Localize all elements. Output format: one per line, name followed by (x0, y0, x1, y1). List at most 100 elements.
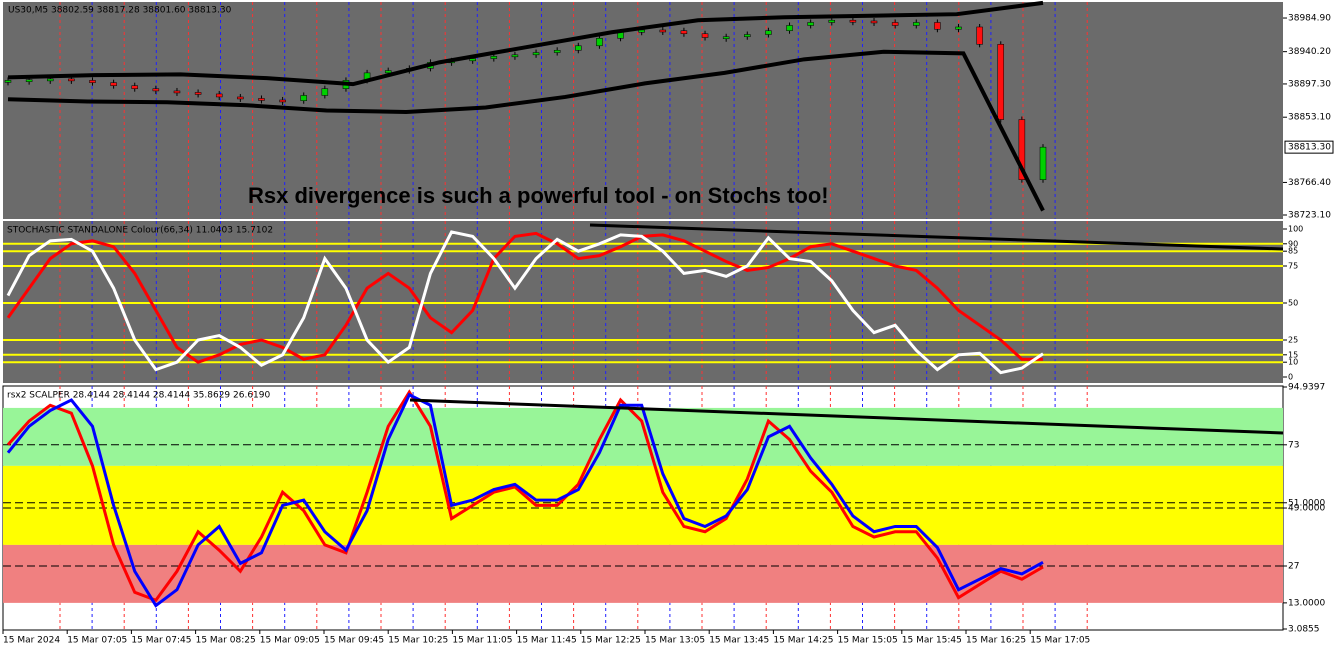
candle (110, 82, 117, 86)
y-tick-label: 50 (1288, 298, 1298, 307)
symbol-header: US30,M5 38802.59 38817.28 38801.60 38813… (8, 6, 232, 16)
y-tick-label: 15 (1288, 350, 1298, 359)
y-tick-label: 0 (1288, 373, 1293, 382)
candle (258, 98, 265, 101)
candle (976, 26, 983, 45)
y-tick-label: 85 (1288, 247, 1298, 256)
x-tick-label: 15 Mar 14:25 (773, 636, 833, 646)
y-tick-label: 3.0855 (1288, 625, 1320, 635)
candle (68, 78, 75, 82)
candle (152, 88, 160, 92)
trend-line (589, 223, 1284, 251)
x-tick-label: 15 Mar 08:25 (196, 636, 256, 646)
y-tick-label: 49.0000 (1288, 504, 1325, 514)
candle (237, 96, 244, 100)
x-tick-label: 15 Mar 07:45 (131, 636, 191, 646)
candle (46, 78, 54, 82)
candle (575, 45, 582, 51)
candle (659, 29, 667, 33)
candle (680, 30, 688, 35)
candle (722, 36, 730, 40)
candle (490, 56, 498, 59)
candle (786, 25, 793, 31)
candle (384, 70, 392, 74)
candle (765, 30, 772, 35)
candle (469, 58, 476, 62)
x-tick-label: 15 Mar 11:05 (452, 636, 512, 646)
candle (553, 50, 561, 53)
indicator-line (6, 231, 1043, 364)
candle (934, 22, 941, 30)
candle (511, 54, 519, 58)
band (7, 49, 1045, 212)
indicator-line (6, 230, 1044, 375)
candle (279, 99, 286, 103)
annotation: Rsx divergence is such a powerful tool -… (248, 183, 829, 208)
x-tick-label: 15 Mar 09:05 (260, 636, 320, 646)
candle (194, 92, 202, 95)
stoch-header: STOCHASTIC STANDALONE Colour(66,34) 11.0… (7, 226, 273, 236)
x-tick-label: 15 Mar 10:25 (388, 636, 448, 646)
candle (1018, 119, 1026, 180)
candle (701, 33, 709, 38)
x-tick-label: 15 Mar 17:05 (1030, 636, 1090, 646)
candle (215, 93, 223, 98)
candle (25, 79, 33, 82)
y-tick-label: 13.0000 (1288, 598, 1325, 608)
y-tick-label: 10 (1288, 358, 1298, 367)
x-tick-label: 15 Mar 12:25 (581, 636, 641, 646)
y-tick-label: 27 (1288, 561, 1299, 571)
candle (4, 80, 12, 83)
candle (913, 22, 920, 26)
candle (596, 38, 603, 47)
x-tick-label: 15 Mar 2024 (3, 636, 60, 646)
candle (1039, 146, 1047, 180)
y-tick-label: 73 (1288, 440, 1299, 450)
band (7, 0, 1044, 87)
y-tick-label: 90 (1288, 239, 1298, 248)
x-tick-label: 15 Mar 11:45 (517, 636, 577, 646)
y-tick-label: 38940.20 (1288, 47, 1331, 57)
candle (849, 19, 857, 23)
x-tick-label: 15 Mar 13:45 (709, 636, 769, 646)
y-tick-label: 94.9397 (1288, 383, 1325, 393)
y-tick-label: 38984.90 (1288, 14, 1331, 24)
zone (3, 407, 1283, 466)
trend-line (409, 398, 1284, 435)
candle (173, 90, 181, 94)
candle (744, 34, 751, 38)
x-tick-label: 15 Mar 15:05 (838, 636, 898, 646)
y-tick-label: 38723.10 (1288, 211, 1331, 221)
candle (870, 20, 878, 24)
y-tick-label: 51.0000 (1288, 498, 1325, 508)
y-tick-label: 38853.10 (1288, 113, 1331, 123)
y-tick-label: 100 (1288, 224, 1303, 233)
candle (891, 22, 899, 26)
y-tick-label: 38766.40 (1288, 178, 1331, 188)
y-tick-label: 75 (1288, 261, 1298, 270)
last-price-box (1284, 140, 1334, 154)
zone (3, 544, 1283, 603)
candle (89, 80, 96, 83)
x-tick-label: 15 Mar 15:45 (902, 636, 962, 646)
indicator-line (6, 392, 1044, 608)
candle (807, 22, 814, 26)
candle (300, 95, 307, 101)
candle (828, 19, 836, 23)
candle (955, 26, 962, 30)
y-tick-label: 38897.30 (1288, 79, 1331, 89)
candle (321, 88, 329, 96)
x-tick-label: 15 Mar 09:45 (324, 636, 384, 646)
candle (131, 85, 138, 89)
indicator-line (6, 389, 1044, 603)
candle (532, 52, 540, 56)
x-tick-label: 15 Mar 13:05 (645, 636, 705, 646)
x-tick-label: 15 Mar 07:05 (67, 636, 127, 646)
zone (3, 465, 1283, 545)
candle (997, 44, 1005, 120)
last-price: 38813.30 (1288, 143, 1331, 153)
main-panel (3, 2, 1283, 219)
x-tick-label: 15 Mar 16:25 (966, 636, 1026, 646)
